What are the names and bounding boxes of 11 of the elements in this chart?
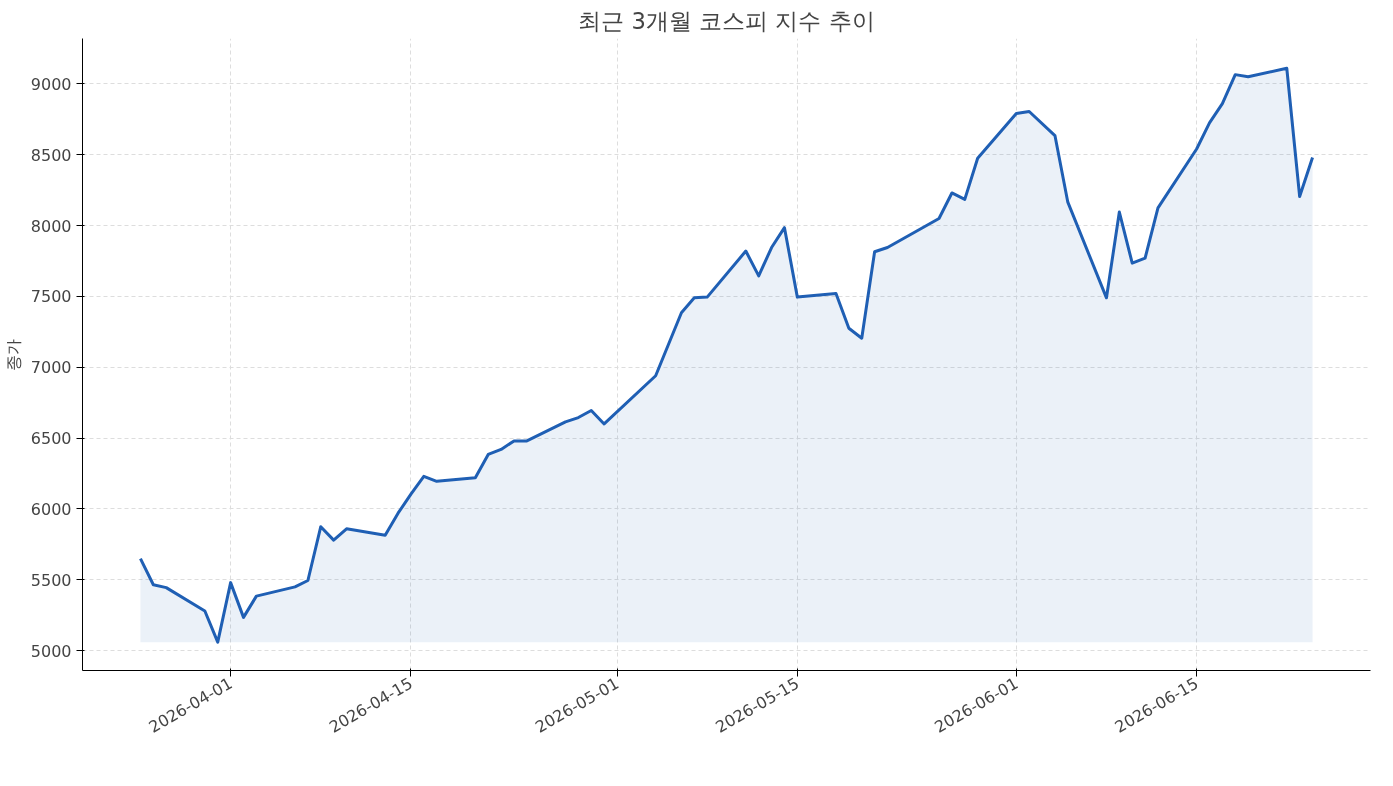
y-tick-label: 5500 <box>30 570 72 590</box>
chart-title: 최근 3개월 코스피 지수 추이 <box>578 7 875 34</box>
y-tick-label: 7500 <box>30 287 72 307</box>
y-tick-label: 7000 <box>30 358 72 378</box>
y-tick-label: 6000 <box>30 499 72 519</box>
y-tick-label: 8000 <box>30 216 72 236</box>
y-tick-label: 9000 <box>30 74 72 94</box>
y-axis-title: 종가 <box>3 338 23 371</box>
y-tick-label: 8500 <box>30 145 72 165</box>
y-tick-label: 5000 <box>30 641 72 661</box>
y-tick-label: 6500 <box>30 429 72 449</box>
